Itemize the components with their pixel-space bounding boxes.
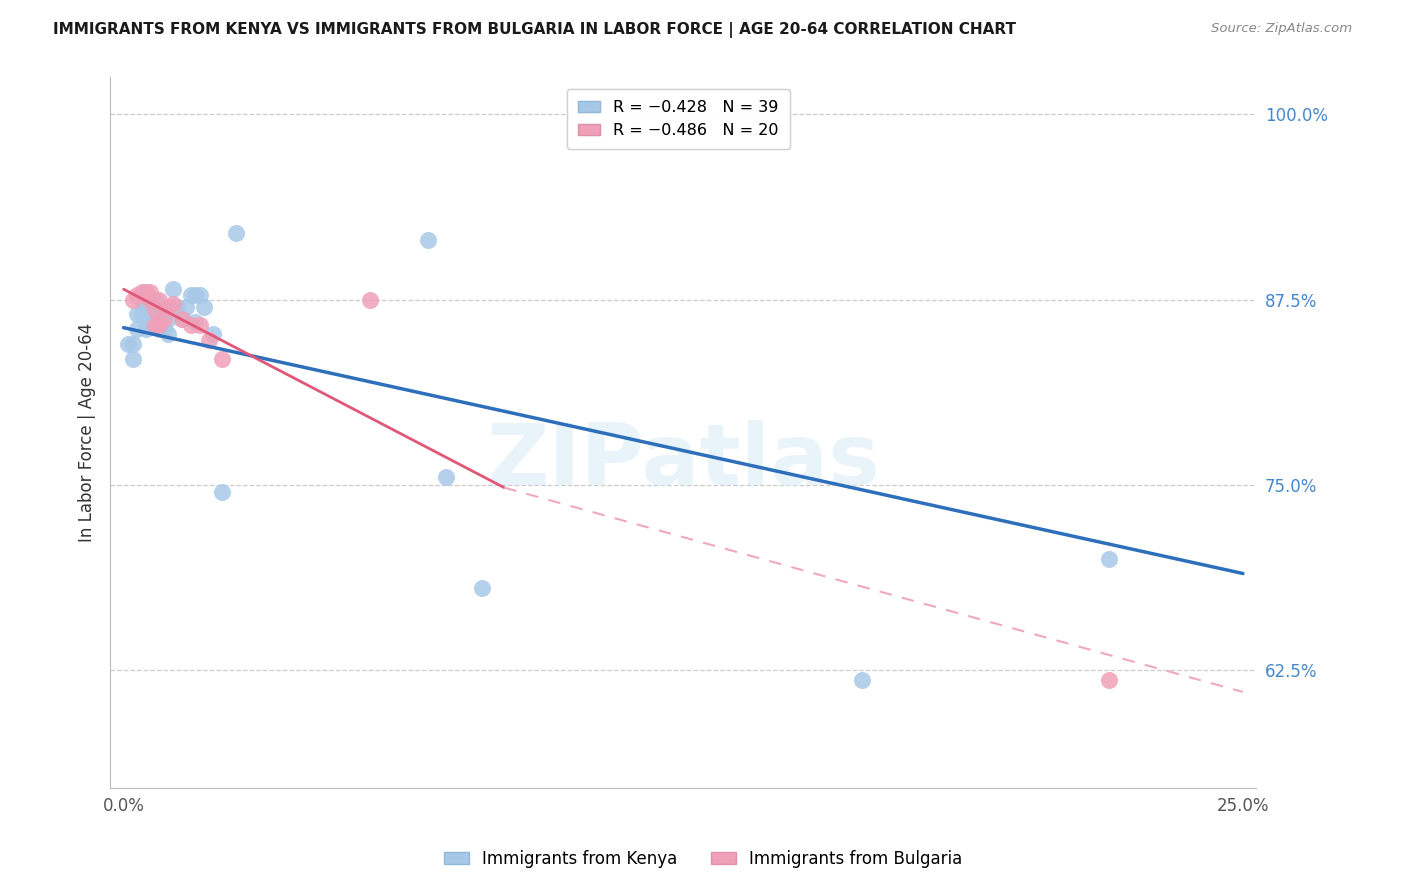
Point: [143, 302, 166, 317]
Point: [139, 293, 162, 307]
Point: [117, 337, 139, 351]
Point: [153, 311, 176, 326]
Point: [225, 226, 247, 240]
Point: [153, 302, 176, 317]
Point: [434, 470, 457, 484]
Point: [125, 288, 148, 302]
Point: [157, 311, 180, 326]
Point: [135, 285, 157, 300]
Point: [121, 351, 143, 366]
Text: ZIPatlas: ZIPatlas: [486, 420, 880, 503]
Point: [162, 297, 184, 311]
Point: [148, 318, 170, 332]
Point: [851, 673, 873, 687]
Point: [143, 315, 166, 329]
Point: [143, 318, 166, 332]
Y-axis label: In Labor Force | Age 20-64: In Labor Force | Age 20-64: [79, 323, 96, 542]
Point: [131, 307, 153, 321]
Legend: Immigrants from Kenya, Immigrants from Bulgaria: Immigrants from Kenya, Immigrants from B…: [437, 844, 969, 875]
Point: [193, 300, 215, 314]
Point: [135, 285, 157, 300]
Point: [121, 337, 143, 351]
Point: [180, 288, 202, 302]
Point: [139, 302, 162, 317]
Point: [157, 326, 180, 341]
Point: [139, 293, 162, 307]
Point: [1098, 551, 1121, 566]
Point: [162, 282, 184, 296]
Legend: R = −0.428   N = 39, R = −0.486   N = 20: R = −0.428 N = 39, R = −0.486 N = 20: [567, 89, 790, 149]
Point: [170, 311, 193, 326]
Point: [135, 293, 157, 307]
Point: [184, 315, 207, 329]
Point: [166, 300, 188, 314]
Point: [180, 318, 202, 332]
Point: [131, 285, 153, 300]
Point: [121, 293, 143, 307]
Point: [148, 293, 170, 307]
Point: [148, 302, 170, 317]
Point: [135, 322, 157, 336]
Point: [202, 326, 225, 341]
Point: [1098, 673, 1121, 687]
Point: [416, 233, 439, 247]
Point: [125, 307, 148, 321]
Point: [174, 300, 197, 314]
Point: [131, 293, 153, 307]
Point: [148, 322, 170, 336]
Text: Source: ZipAtlas.com: Source: ZipAtlas.com: [1212, 22, 1353, 36]
Point: [211, 485, 233, 500]
Point: [197, 333, 219, 347]
Point: [157, 300, 180, 314]
Point: [188, 318, 211, 332]
Point: [153, 322, 176, 336]
Point: [143, 293, 166, 307]
Text: IMMIGRANTS FROM KENYA VS IMMIGRANTS FROM BULGARIA IN LABOR FORCE | AGE 20-64 COR: IMMIGRANTS FROM KENYA VS IMMIGRANTS FROM…: [53, 22, 1017, 38]
Point: [139, 285, 162, 300]
Point: [359, 293, 381, 307]
Point: [184, 288, 207, 302]
Point: [188, 288, 211, 302]
Point: [125, 322, 148, 336]
Point: [143, 300, 166, 314]
Point: [471, 582, 494, 596]
Point: [139, 318, 162, 332]
Point: [170, 311, 193, 326]
Point: [211, 351, 233, 366]
